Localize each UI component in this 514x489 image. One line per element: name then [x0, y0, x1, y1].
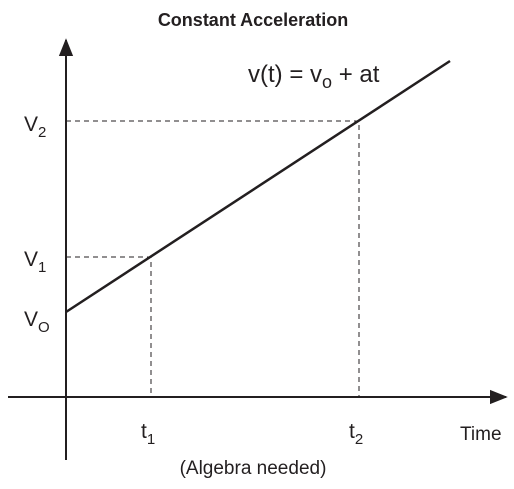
label-sub: 1	[38, 259, 46, 276]
y-label: V2	[24, 113, 46, 141]
y-label: VO	[24, 308, 50, 336]
equation-start: v(t) = v	[248, 61, 322, 88]
caption: (Algebra needed)	[180, 458, 327, 479]
x-axis-label: Time	[460, 424, 502, 445]
equation-end: + at	[332, 61, 380, 88]
velocity-line	[65, 59, 451, 314]
guide-2	[66, 120, 360, 397]
title: Constant Acceleration	[158, 10, 348, 30]
label-base: t	[141, 420, 147, 443]
guide-1	[66, 256, 152, 397]
label-base: V	[24, 248, 38, 271]
label-sub: 2	[355, 431, 363, 448]
label-base: t	[349, 420, 355, 443]
label-sub: 1	[147, 431, 155, 448]
label-base: V	[24, 308, 38, 331]
label-sub: 2	[38, 124, 46, 141]
equation: v(t) = vo + at	[248, 61, 380, 92]
equation-sub: o	[322, 72, 332, 92]
label-sub: O	[38, 319, 50, 336]
guides	[66, 120, 360, 397]
x-label: t1	[141, 420, 155, 448]
x-label: t2	[349, 420, 363, 448]
y-label: V1	[24, 248, 46, 276]
label-base: V	[24, 113, 38, 136]
